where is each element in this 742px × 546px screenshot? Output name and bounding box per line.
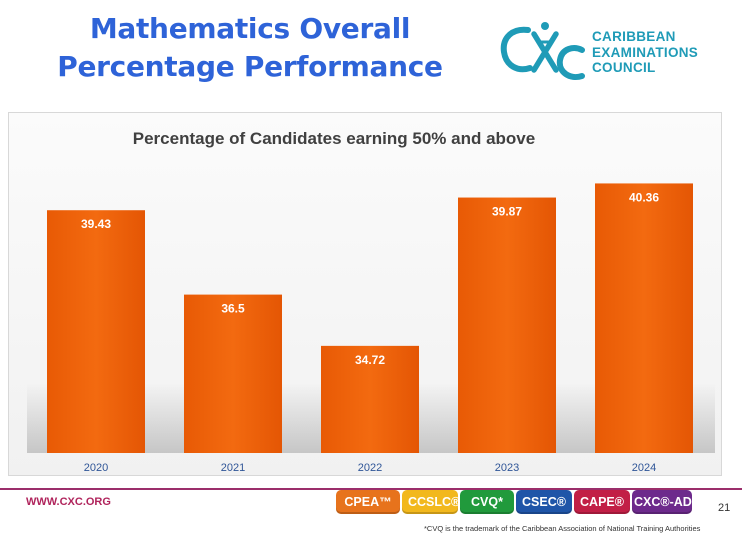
page-title: Mathematics Overall Percentage Performan… [40,10,460,86]
data-label-2023: 39.87 [492,205,522,219]
title-line-1: Mathematics Overall [89,12,411,45]
bar-chart: Percentage of Candidates earning 50% and… [27,129,715,474]
logo-text-line-2: EXAMINATIONS [592,44,699,60]
bars-layer: 39.43 2020 36.5 2021 34.72 2022 39.87 2023 40.36… [27,183,715,474]
page-number: 21 [718,502,731,514]
footer-url[interactable]: WWW.CXC.ORG [26,496,111,508]
badge-cvq: CVQ* [460,490,514,514]
badge-csec: CSEC® [516,490,572,514]
x-tick-label-2024: 2024 [632,462,656,474]
chart-title: Percentage of Candidates earning 50% and… [133,129,535,148]
x-tick-label-2021: 2021 [221,462,245,474]
exam-badges: CPEA™ CCSLC® CVQ* CSEC® CAPE® CXC®-AD [336,490,692,514]
cxc-logo: CARIBBEAN EXAMINATIONS COUNCIL [498,20,718,86]
cxc-logo-icon [500,22,585,80]
footnote: *CVQ is the trademark of the Caribbean A… [424,524,701,533]
chart-panel: Percentage of Candidates earning 50% and… [8,112,722,476]
logo-text-line-3: COUNCIL [592,60,656,75]
bar-2021 [184,294,282,453]
data-label-2022: 34.72 [355,353,385,367]
badge-cpea: CPEA™ [336,490,400,514]
x-tick-label-2023: 2023 [495,462,519,474]
bar-2024 [595,183,693,453]
bar-2020 [47,210,145,453]
x-tick-label-2022: 2022 [358,462,382,474]
data-label-2024: 40.36 [629,190,659,204]
bar-2023 [458,197,556,453]
badge-cape: CAPE® [574,490,630,514]
title-line-2: Percentage Performance [57,50,443,83]
footer-divider [0,488,742,490]
data-label-2021: 36.5 [221,302,245,316]
data-label-2020: 39.43 [81,217,111,231]
badge-ccslc: CCSLC® [402,490,460,514]
logo-text-line-1: CARIBBEAN [592,29,676,44]
bar-2022 [321,345,419,453]
logo-text: CARIBBEAN EXAMINATIONS COUNCIL [592,29,698,76]
x-tick-label-2020: 2020 [84,462,108,474]
badge-cxc-ad: CXC®-AD [632,490,692,514]
